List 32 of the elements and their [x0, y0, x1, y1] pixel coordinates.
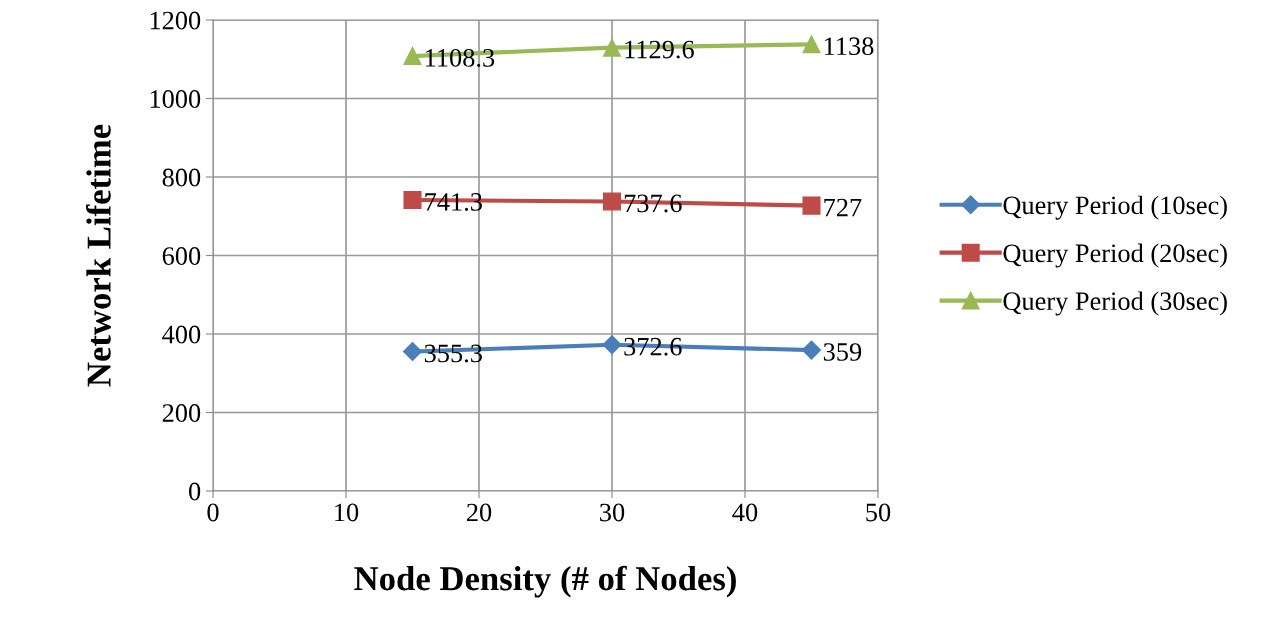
legend-label: Query Period (20sec) [1003, 243, 1227, 268]
point [602, 335, 622, 355]
data-label: 372.6 [624, 337, 682, 356]
point [602, 192, 622, 211]
point [802, 196, 821, 215]
data-label: 359 [823, 343, 862, 361]
point [801, 340, 822, 360]
point [403, 191, 422, 210]
x-tick-label: 30 [600, 503, 625, 522]
x-axis-title: Node Density (# of Nodes) [354, 565, 736, 598]
y-tick-label: 600 [162, 247, 201, 265]
legend-label: Query Period (10sec) [1003, 195, 1227, 220]
legend-label: Query Period (30sec) [1003, 291, 1227, 316]
y-axis-title: Network Lifetime [86, 124, 111, 387]
data-label: 741.3 [425, 193, 482, 211]
point [802, 35, 821, 54]
y-tick-label: 200 [162, 404, 201, 422]
x-tick-label: 20 [466, 503, 492, 522]
point [602, 38, 622, 57]
x-tick-label: 40 [732, 503, 758, 522]
data-label: 1138 [824, 37, 874, 56]
y-tick-label: 400 [162, 325, 201, 344]
y-tick-label: 800 [162, 168, 201, 187]
point [403, 46, 422, 66]
x-tick-label: 50 [866, 503, 891, 522]
data-label: 727 [824, 198, 862, 217]
y-tick-label: 0 [189, 482, 201, 501]
y-tick-label: 1200 [150, 11, 201, 30]
point [402, 342, 423, 362]
y-tick-label: 1000 [150, 90, 201, 108]
x-tick-label: 0 [207, 503, 219, 522]
x-tick-label: 10 [335, 503, 359, 522]
